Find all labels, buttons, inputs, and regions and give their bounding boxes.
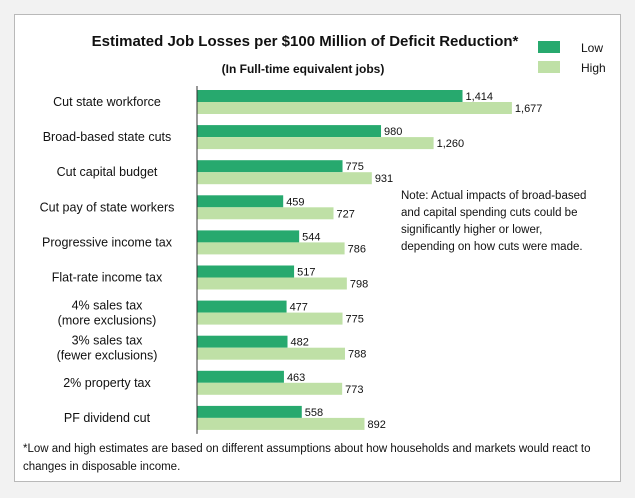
note-line: significantly higher or lower, <box>401 224 542 236</box>
bar-low <box>197 160 343 173</box>
category-label: Cut state workforce <box>53 95 161 109</box>
footnote: *Low and high estimates are based on dif… <box>23 443 590 473</box>
footnote-line: *Low and high estimates are based on dif… <box>23 443 590 455</box>
legend: Low High <box>538 41 606 75</box>
value-label-high: 786 <box>348 243 366 255</box>
legend-label-low: Low <box>581 41 603 55</box>
footnote-line: changes in disposable income. <box>23 461 180 473</box>
category-label: 2% property tax <box>63 376 151 390</box>
value-label-high: 892 <box>367 419 385 431</box>
bar-high <box>197 172 372 185</box>
value-label-high: 798 <box>350 279 368 291</box>
value-label-low: 544 <box>302 231 320 243</box>
legend-label-high: High <box>581 61 606 75</box>
bar-high <box>197 137 434 150</box>
bar-high <box>197 242 345 255</box>
bar-high <box>197 312 343 325</box>
bar-high <box>197 277 347 290</box>
value-label-low: 558 <box>305 407 323 419</box>
value-label-low: 1,414 <box>466 91 494 103</box>
category-label: Cut capital budget <box>57 165 158 179</box>
category-label: (fewer exclusions) <box>57 349 158 363</box>
category-label: 4% sales tax <box>72 299 144 313</box>
bar-low <box>197 195 284 208</box>
category-label: (more exclusions) <box>58 314 157 328</box>
bar-high <box>197 207 334 220</box>
value-label-high: 775 <box>346 314 364 326</box>
chart-title: Estimated Job Losses per $100 Million of… <box>92 33 519 50</box>
value-label-high: 788 <box>348 349 366 361</box>
value-label-high: 773 <box>345 384 363 396</box>
note-line: depending on how cuts were made. <box>401 241 583 253</box>
bar-low <box>197 335 288 348</box>
category-label: 3% sales tax <box>72 334 144 348</box>
value-label-high: 931 <box>375 173 393 185</box>
value-label-low: 517 <box>297 267 315 279</box>
plot-area: 1,414 1,677 Cut state workforce 980 1,260 Bro… <box>40 86 543 434</box>
note: Note: Actual impacts of broad-based and … <box>401 190 586 253</box>
value-label-high: 1,677 <box>515 103 543 115</box>
bar-low <box>197 405 302 418</box>
bar-low <box>197 300 287 313</box>
bar-low <box>197 230 300 243</box>
job-losses-chart: Estimated Job Losses per $100 Million of… <box>23 33 606 473</box>
bar-low <box>197 265 295 278</box>
note-line: Note: Actual impacts of broad-based <box>401 190 586 202</box>
bar-low <box>197 370 284 383</box>
value-label-low: 980 <box>384 126 402 138</box>
category-label: Broad-based state cuts <box>43 130 172 144</box>
value-label-low: 482 <box>291 337 309 349</box>
bar-high <box>197 382 343 395</box>
value-label-low: 477 <box>290 302 308 314</box>
value-label-low: 463 <box>287 372 305 384</box>
category-label: Cut pay of state workers <box>40 200 175 214</box>
category-label: PF dividend cut <box>64 411 151 425</box>
bar-high <box>197 417 365 430</box>
value-label-high: 1,260 <box>437 138 465 150</box>
value-label-low: 459 <box>286 196 304 208</box>
category-label: Flat-rate income tax <box>52 271 163 285</box>
note-line: and capital spending cuts could be <box>401 207 577 219</box>
bar-high <box>197 347 345 360</box>
value-label-high: 727 <box>337 208 355 220</box>
value-label-low: 775 <box>346 161 364 173</box>
legend-swatch-low <box>538 41 560 53</box>
chart-frame: Estimated Job Losses per $100 Million of… <box>14 14 621 482</box>
bar-high <box>197 102 512 114</box>
category-label: Progressive income tax <box>42 235 173 249</box>
chart-subtitle: (In Full-time equivalent jobs) <box>222 62 385 76</box>
legend-swatch-high <box>538 61 560 73</box>
bar-low <box>197 90 463 102</box>
bar-low <box>197 125 382 138</box>
